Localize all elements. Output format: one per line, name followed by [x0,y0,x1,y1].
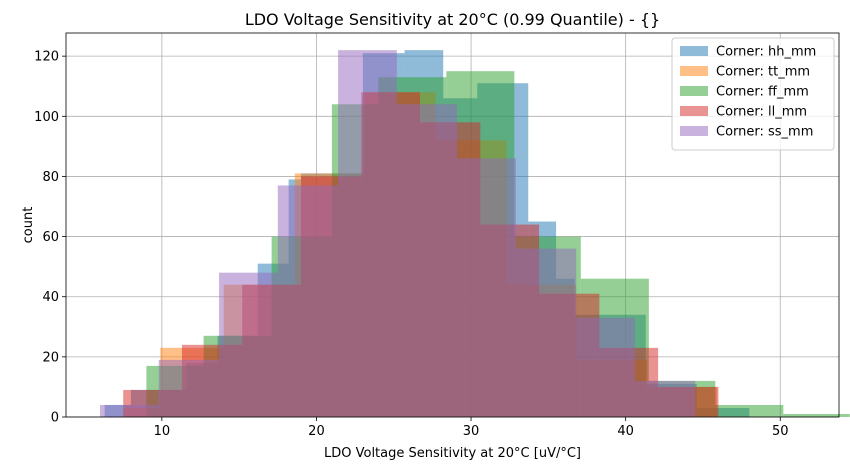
chart-title: LDO Voltage Sensitivity at 20°C (0.99 Qu… [245,10,660,29]
histogram-bar [515,248,577,417]
legend-label: Corner: ff_mm [716,85,809,100]
histogram-bar [634,380,696,417]
histogram-bar [457,158,516,417]
legend: Corner: hh_mm Corner: tt_mm Corner: ff_mm C… [671,37,835,151]
bars-group [100,50,850,418]
y-axis-label: count [21,207,36,244]
y-tick-label: 100 [34,110,59,125]
y-tick-label: 60 [42,230,59,245]
legend-swatch [680,126,708,136]
y-tick-label: 80 [42,170,59,185]
histogram-bar [396,104,458,417]
histogram-bar [100,404,159,417]
histogram-bar [338,50,397,418]
series-4 [100,50,696,418]
x-axis-label: LDO Voltage Sensitivity at 20°C [uV/°C] [324,446,581,461]
legend-swatch [680,46,708,56]
histogram-bar [576,317,635,417]
legend-label: Corner: hh_mm [716,45,816,60]
y-tick-label: 40 [42,290,59,305]
legend-frame [671,37,835,151]
x-tick-label: 50 [772,424,789,439]
legend-label: Corner: ll_mm [716,105,807,120]
y-axis-ticks: 0 20 40 60 80 100 120 [34,50,66,426]
x-tick-label: 40 [617,424,634,439]
legend-swatch [680,66,708,76]
x-tick-label: 30 [463,424,480,439]
histogram-bar [783,413,850,417]
y-tick-label: 20 [42,350,59,365]
histogram-bar [715,404,784,417]
legend-label: Corner: ss_mm [716,125,813,140]
histogram-bar [219,272,278,417]
x-tick-label: 20 [308,424,325,439]
histogram-bar [277,185,339,417]
legend-swatch [680,106,708,116]
x-tick-label: 10 [154,424,171,439]
x-axis-ticks: 10 20 30 40 50 [154,417,789,439]
y-tick-label: 0 [51,411,59,426]
histogram-bar [158,359,220,417]
legend-swatch [680,86,708,96]
legend-label: Corner: tt_mm [716,65,810,80]
plot-frame [65,32,840,418]
y-tick-label: 120 [34,50,59,65]
